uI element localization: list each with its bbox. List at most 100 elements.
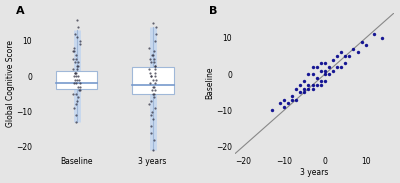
Point [281,98,287,101]
Point [150,138,157,141]
Point [322,73,328,76]
Point [76,89,82,92]
Point [289,98,295,101]
Point [314,84,320,87]
Point [70,92,77,95]
Point [362,44,369,47]
Point [148,131,154,134]
Point [70,68,76,71]
Point [152,89,158,92]
Point [314,66,320,68]
Point [309,73,316,76]
Point [305,73,312,76]
Point [338,51,344,54]
Point [73,53,79,56]
Point [151,57,157,60]
Point [346,55,352,57]
Point [74,78,80,81]
Point [152,68,158,71]
Point [72,78,78,81]
Point [150,96,157,99]
Point [318,62,324,65]
Text: B: B [209,5,218,16]
Point [334,66,340,68]
Point [152,25,159,28]
Point [70,50,76,53]
Point [75,85,81,88]
Point [268,109,275,112]
Point [318,84,324,87]
Point [152,64,158,67]
Point [322,80,328,83]
Y-axis label: Global Cognitive Score: Global Cognitive Score [6,40,14,127]
Point [73,75,79,78]
Point [301,80,308,83]
Bar [56,71,98,89]
Point [322,69,328,72]
Point [151,92,157,95]
Point [149,85,156,88]
Text: A: A [16,5,24,16]
Point [152,75,158,78]
Point [75,75,81,78]
Point [326,73,332,76]
Point [74,64,80,67]
Point [149,89,156,92]
Point [71,82,78,85]
Point [150,149,156,152]
Point [305,87,312,90]
Point [71,75,77,78]
Point [152,82,158,85]
Point [309,66,316,68]
Point [152,39,158,42]
Point [148,124,154,127]
Point [70,46,77,49]
Point [148,75,154,78]
Point [73,114,79,117]
Point [152,64,158,67]
Point [73,57,80,60]
Point [350,47,357,50]
Point [150,22,156,25]
Point [72,82,79,85]
Point [72,32,78,35]
Point [371,33,377,36]
Point [73,71,79,74]
Point [76,43,83,46]
Point [74,68,80,71]
Point [150,117,156,120]
Point [148,75,154,78]
Point [153,78,159,81]
Point [73,121,80,124]
Point [358,40,365,43]
Point [148,99,154,102]
Point [72,103,79,106]
Point [148,53,155,56]
Point [152,107,158,109]
Point [148,114,154,117]
Point [293,98,299,101]
Point [342,62,348,65]
Point [281,105,287,108]
Point [326,66,332,68]
Point [338,66,344,68]
Point [309,87,316,90]
Point [150,78,156,81]
Point [76,89,83,92]
Point [146,68,152,71]
Point [71,50,78,53]
Point [72,71,78,74]
Point [289,94,295,97]
Point [148,61,154,64]
Point [77,82,83,85]
Point [149,92,156,95]
Point [309,84,316,87]
Point [354,51,361,54]
Point [330,58,336,61]
Point [146,71,153,74]
Point [285,102,291,105]
Point [301,91,308,94]
Point [147,57,154,60]
X-axis label: 3 years: 3 years [300,168,329,178]
Point [334,55,340,57]
